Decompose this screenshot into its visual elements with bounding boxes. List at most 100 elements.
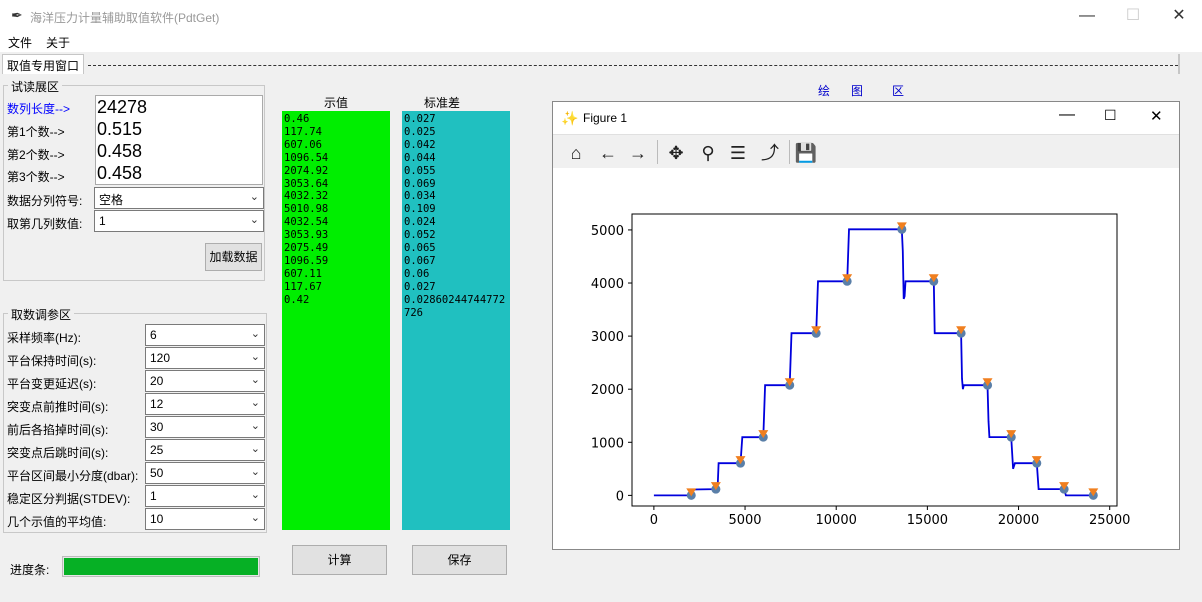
figure-window: ✨ Figure 1 — ☐ ✕ ⌂ ← → ✥ ⚲ ☰ ⤴ 💾 0 5000 10…: [552, 101, 1180, 550]
minimize-button[interactable]: —: [1079, 7, 1095, 24]
value-listbox[interactable]: 0.46 117.74 607.06 1096.54 2074.92 3053.…: [282, 111, 390, 530]
close-button[interactable]: ✕: [1172, 7, 1186, 24]
param-value: 12: [150, 397, 164, 411]
preview-group-label: 试读展区: [8, 78, 63, 95]
y-tick-label: 1000: [591, 436, 624, 451]
chevron-down-icon: ⌄: [250, 374, 260, 386]
param-select[interactable]: 25 ⌄: [145, 439, 265, 461]
param-select[interactable]: 20 ⌄: [145, 370, 265, 392]
x-tick-label: 0: [650, 513, 658, 528]
std-marker: [1006, 430, 1017, 439]
toolbar-separator: [657, 140, 658, 164]
toolbar-separator: [789, 140, 790, 164]
std-marker: [758, 430, 769, 439]
y-tick-label: 3000: [591, 330, 624, 345]
back-icon[interactable]: ←: [599, 143, 617, 163]
y-tick-label: 0: [616, 489, 624, 504]
matplotlib-icon: ✨: [561, 110, 579, 126]
save-button[interactable]: 保存: [412, 545, 507, 575]
home-icon[interactable]: ⌂: [570, 143, 582, 163]
n3-label: 第3个数-->: [7, 170, 65, 184]
param-select[interactable]: 6 ⌄: [145, 324, 265, 346]
figure-toolbar: ⌂ ← → ✥ ⚲ ☰ ⤴ 💾: [553, 134, 1179, 168]
param-value: 30: [150, 420, 164, 434]
plot-frame: [631, 213, 1118, 507]
std-marker: [710, 482, 721, 491]
param-select[interactable]: 12 ⌄: [145, 393, 265, 415]
std-marker: [1059, 482, 1070, 491]
chevron-down-icon: ⌄: [250, 328, 260, 340]
n1-value: 0.515: [97, 119, 143, 139]
menu-about[interactable]: 关于: [46, 36, 71, 50]
param-label: 几个示值的平均值:: [7, 515, 107, 529]
chevron-down-icon: ⌄: [250, 397, 260, 409]
figure-close-button[interactable]: ✕: [1150, 108, 1163, 125]
column-select[interactable]: 1 ⌄: [94, 210, 264, 232]
plot-area-label-2: 图: [851, 84, 864, 98]
calculate-button[interactable]: 计算: [292, 545, 387, 575]
window-title: 海洋压力计量辅助取值软件(PdtGet): [30, 11, 220, 25]
std-marker: [811, 326, 822, 335]
preview-box: [95, 95, 263, 185]
std-marker: [1031, 456, 1042, 465]
edit-curve-icon[interactable]: ⤴: [761, 143, 779, 163]
progress-bar: [62, 556, 260, 577]
separator-select[interactable]: 空格 ⌄: [94, 187, 264, 209]
plot-area-label-1: 绘: [818, 84, 831, 98]
separator-label: 数据分列符号:: [7, 194, 83, 208]
param-label: 稳定区分判据(STDEV):: [7, 492, 131, 506]
pan-icon[interactable]: ✥: [668, 143, 684, 163]
x-tick-label: 15000: [907, 513, 948, 528]
params-group: [3, 313, 267, 533]
load-data-button[interactable]: 加载数据: [205, 243, 262, 271]
tab-edge: [1178, 54, 1180, 74]
configure-icon[interactable]: ☰: [729, 143, 747, 163]
param-label: 突变点前推时间(s):: [7, 400, 109, 414]
param-value: 1: [150, 489, 157, 503]
column-label: 取第几列数值:: [7, 217, 83, 231]
param-select[interactable]: 120 ⌄: [145, 347, 265, 369]
length-value: 24278: [97, 97, 148, 117]
std-header: 标准差: [424, 96, 461, 110]
param-label: 前后各掐掉时间(s):: [7, 423, 109, 437]
chevron-down-icon: ⌄: [249, 191, 259, 203]
std-marker: [784, 378, 795, 387]
param-value: 120: [150, 351, 171, 365]
chevron-down-icon: ⌄: [249, 214, 259, 226]
tab-divider: [88, 65, 1178, 66]
std-marker: [982, 378, 993, 387]
preview-group: [3, 85, 265, 281]
value-header: 示值: [324, 96, 349, 110]
n3-value: 0.458: [97, 163, 143, 183]
std-marker: [842, 274, 853, 283]
progress-fill: [64, 558, 258, 575]
param-label: 突变点后跳时间(s):: [7, 446, 109, 460]
param-label: 平台变更延迟(s):: [7, 377, 97, 391]
tab-value-window[interactable]: 取值专用窗口: [2, 54, 85, 74]
x-tick-label: 10000: [816, 513, 857, 528]
chevron-down-icon: ⌄: [250, 489, 260, 501]
params-group-label: 取数调参区: [8, 306, 75, 323]
std-marker: [1088, 488, 1099, 497]
n1-label: 第1个数-->: [7, 125, 65, 139]
figure-minimize-button[interactable]: —: [1059, 106, 1075, 123]
chevron-down-icon: ⌄: [250, 351, 260, 363]
menu-file[interactable]: 文件: [8, 36, 33, 50]
plot-area-label-3: 区: [892, 84, 905, 98]
length-label: 数列长度-->: [7, 102, 71, 116]
forward-icon[interactable]: →: [629, 143, 647, 163]
std-listbox[interactable]: 0.027 0.025 0.042 0.044 0.055 0.069 0.03…: [402, 111, 510, 530]
std-marker: [686, 488, 697, 497]
zoom-icon[interactable]: ⚲: [701, 143, 715, 163]
std-marker: [735, 456, 746, 465]
param-select[interactable]: 50 ⌄: [145, 462, 265, 484]
chevron-down-icon: ⌄: [250, 420, 260, 432]
param-select[interactable]: 1 ⌄: [145, 485, 265, 507]
param-select[interactable]: 10 ⌄: [145, 508, 265, 530]
figure-maximize-button[interactable]: ☐: [1104, 107, 1117, 123]
param-value: 10: [150, 512, 164, 526]
maximize-button[interactable]: ☐: [1125, 7, 1141, 24]
param-value: 50: [150, 466, 164, 480]
save-icon[interactable]: 💾: [794, 143, 818, 163]
param-select[interactable]: 30 ⌄: [145, 416, 265, 438]
